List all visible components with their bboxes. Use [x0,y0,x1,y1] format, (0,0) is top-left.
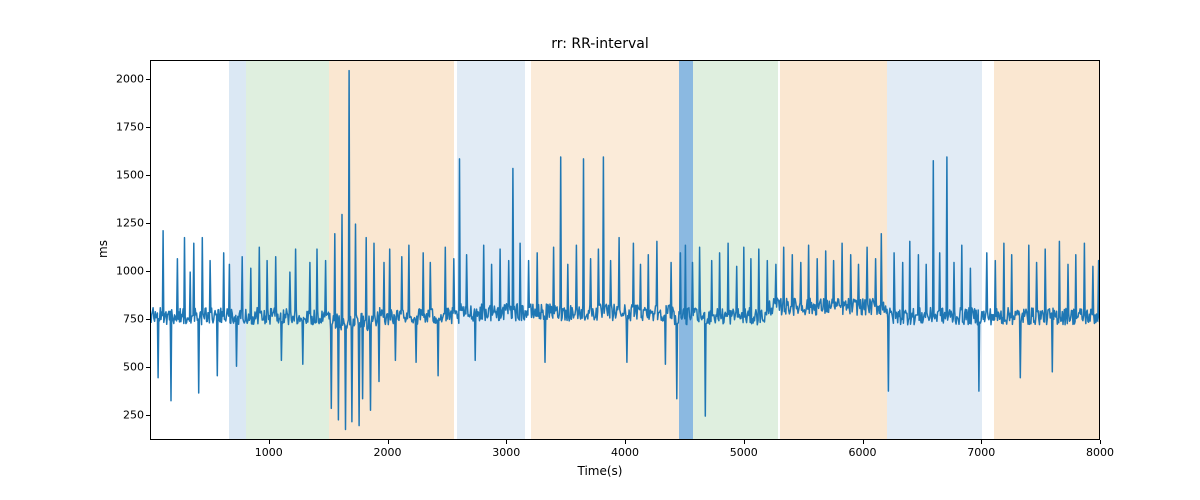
x-tick-mark [863,440,864,444]
x-tick-label: 1000 [255,446,283,459]
figure: rr: RR-interval Time(s) ms 1000200030004… [0,0,1200,500]
y-tick-mark [146,175,150,176]
rr-line [151,71,1100,430]
y-tick-label: 2000 [106,73,144,86]
y-tick-mark [146,271,150,272]
y-tick-label: 750 [106,313,144,326]
x-tick-label: 8000 [1086,446,1114,459]
x-tick-mark [981,440,982,444]
x-tick-label: 3000 [492,446,520,459]
x-tick-label: 7000 [967,446,995,459]
x-tick-mark [506,440,507,444]
x-tick-label: 2000 [374,446,402,459]
y-tick-label: 1500 [106,169,144,182]
x-tick-mark [269,440,270,444]
x-tick-label: 6000 [849,446,877,459]
y-tick-label: 1250 [106,217,144,230]
y-tick-mark [146,127,150,128]
y-tick-label: 1000 [106,265,144,278]
line-series [151,61,1100,440]
y-tick-mark [146,415,150,416]
x-tick-mark [625,440,626,444]
x-axis-label: Time(s) [0,464,1200,478]
x-tick-mark [744,440,745,444]
y-tick-mark [146,367,150,368]
x-tick-mark [1100,440,1101,444]
y-tick-label: 1750 [106,121,144,134]
x-tick-label: 5000 [730,446,758,459]
x-tick-mark [388,440,389,444]
y-tick-mark [146,319,150,320]
y-tick-mark [146,223,150,224]
chart-title: rr: RR-interval [0,36,1200,52]
y-tick-mark [146,79,150,80]
x-tick-label: 4000 [611,446,639,459]
y-tick-label: 500 [106,361,144,374]
y-tick-label: 250 [106,409,144,422]
chart-axes [150,60,1100,440]
